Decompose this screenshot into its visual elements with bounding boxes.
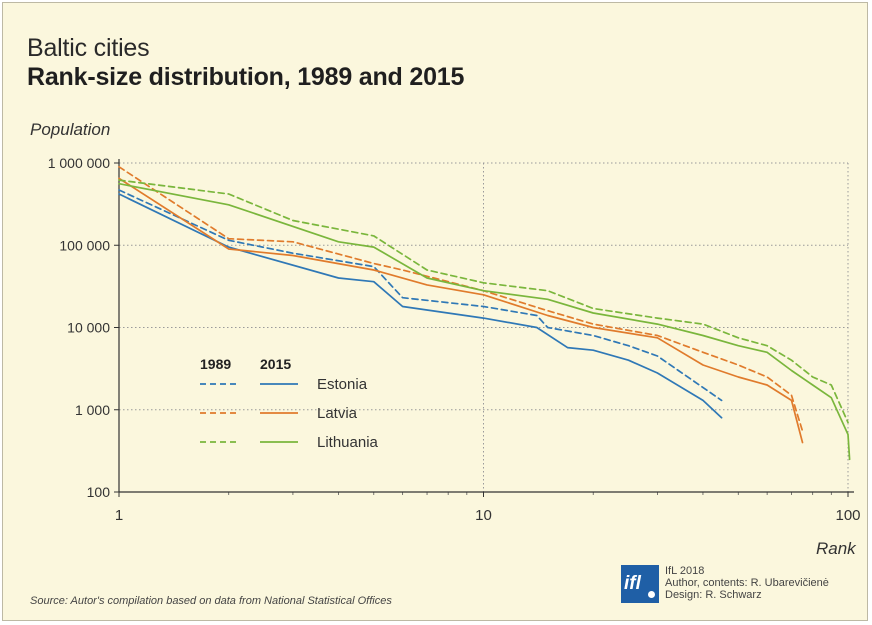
legend-label-lithuania: Lithuania bbox=[317, 434, 379, 451]
chart-title: Baltic cities bbox=[27, 34, 150, 62]
credits: IfL 2018 Author, contents: R. Ubarevičie… bbox=[665, 565, 829, 601]
y-tick-label: 100 bbox=[87, 484, 111, 500]
x-tick-label: 1 bbox=[115, 507, 123, 524]
legend-label-estonia: Estonia bbox=[317, 376, 368, 393]
x-tick-label: 10 bbox=[475, 507, 492, 524]
source-note: Source: Autor's compilation based on dat… bbox=[30, 595, 392, 607]
y-tick-label: 10 000 bbox=[67, 320, 110, 336]
y-tick-label: 1 000 bbox=[75, 402, 110, 418]
ifl-logo: ifl bbox=[621, 565, 659, 603]
data-series bbox=[118, 165, 851, 461]
chart-subtitle: Rank-size distribution, 1989 and 2015 bbox=[27, 63, 465, 91]
series-line-lithuania-2015 bbox=[118, 182, 851, 461]
grid-lines bbox=[119, 162, 849, 492]
series-line-latvia-1989 bbox=[118, 165, 804, 432]
legend-label-latvia: Latvia bbox=[317, 405, 358, 422]
series-line-estonia-2015 bbox=[118, 193, 723, 419]
tick-labels: 100 1 000 10 000 100 000 1 000 000 1 10 100 bbox=[48, 155, 861, 524]
series-line-latvia-2015 bbox=[118, 177, 804, 444]
y-tick-label: 1 000 000 bbox=[48, 155, 110, 171]
legend-year-2015: 2015 bbox=[260, 356, 291, 372]
legend: 1989 2015 Estonia Latvia Lithuania bbox=[200, 356, 379, 451]
credit-line-1: IfL 2018 bbox=[665, 565, 705, 577]
series-line-lithuania-1989 bbox=[118, 179, 849, 424]
x-axis-label: Rank bbox=[816, 539, 856, 558]
logo-text: ifl bbox=[624, 573, 641, 594]
x-tick-label: 100 bbox=[835, 507, 860, 524]
logo-dot-icon bbox=[648, 591, 655, 598]
y-tick-label: 100 000 bbox=[59, 237, 110, 253]
legend-year-1989: 1989 bbox=[200, 356, 231, 372]
y-axis-label: Population bbox=[30, 120, 111, 139]
credit-line-3: Design: R. Schwarz bbox=[665, 589, 762, 601]
axes-lines bbox=[114, 159, 854, 497]
series-line-estonia-1989 bbox=[118, 189, 723, 402]
credit-line-2: Author, contents: R. Ubarevičienė bbox=[665, 577, 829, 589]
